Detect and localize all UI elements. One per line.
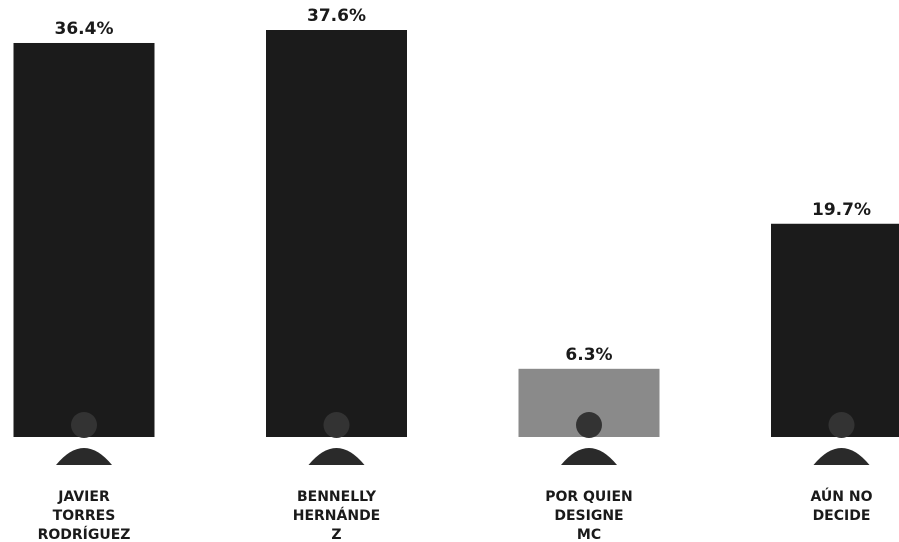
category-label: HERNÁNDE [293, 507, 381, 524]
value-label: 36.4% [55, 19, 114, 39]
value-label: 19.7% [812, 200, 871, 220]
category-label: Z [331, 527, 341, 542]
avatar-body [813, 448, 870, 465]
category-label: TORRES [53, 508, 116, 524]
avatar-body [308, 448, 365, 465]
category-label: MC [577, 527, 601, 542]
bar [266, 30, 407, 437]
avatar-body [561, 448, 617, 465]
value-label: 37.6% [307, 6, 366, 26]
category-label: RODRÍGUEZ [38, 526, 131, 542]
avatar-body [56, 448, 112, 465]
category-label: AÚN NO [811, 487, 873, 505]
bar [13, 42, 155, 438]
avatar-head [323, 412, 350, 438]
bar [771, 223, 899, 437]
category-label: DESIGNE [554, 508, 623, 524]
category-label: DECIDE [813, 508, 871, 524]
value-label: 6.3% [565, 345, 612, 365]
category-label: POR QUIEN [545, 489, 633, 505]
category-label: BENNELLY [297, 489, 377, 505]
avatar-head [71, 412, 97, 438]
category-label: JAVIER [57, 489, 110, 505]
avatar-head [576, 412, 602, 438]
avatar-head [828, 412, 855, 438]
